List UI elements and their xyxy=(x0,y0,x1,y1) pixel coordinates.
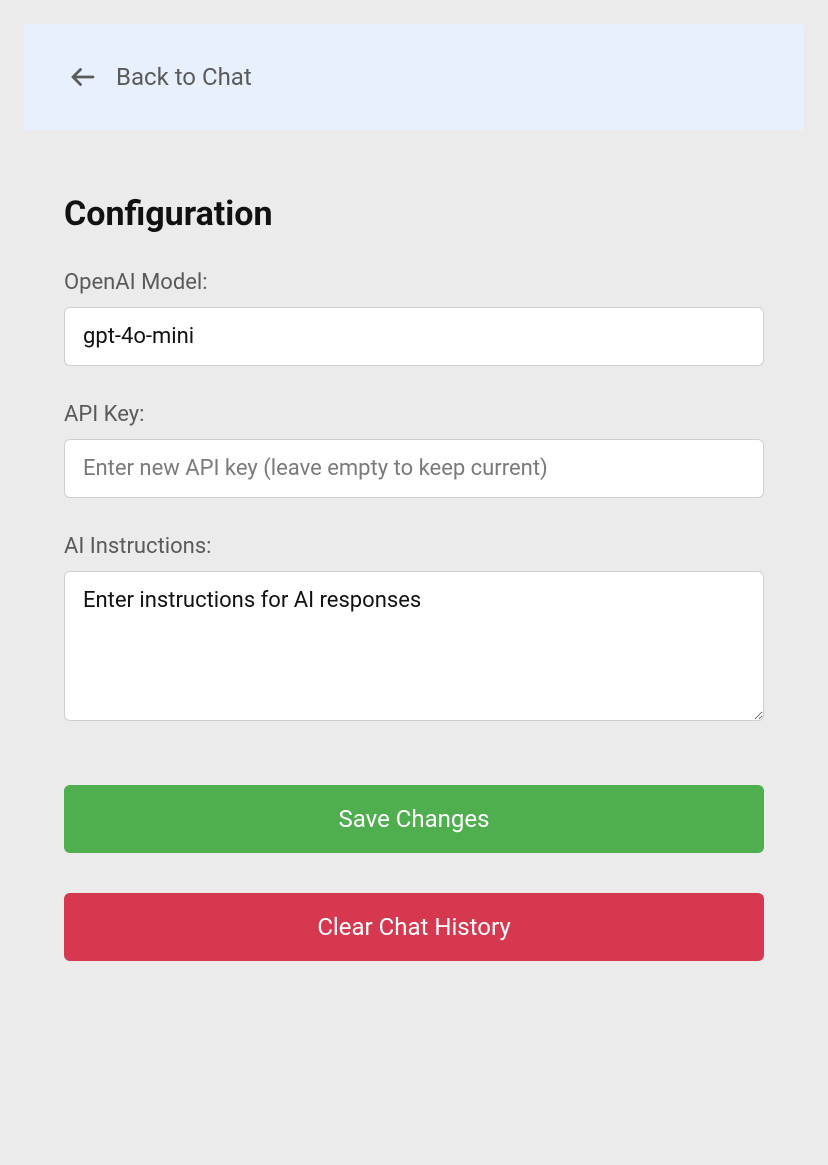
model-field-group: OpenAI Model: xyxy=(64,270,764,366)
api-key-input[interactable] xyxy=(64,439,764,498)
instructions-field-group: AI Instructions: xyxy=(64,534,764,725)
save-button[interactable]: Save Changes xyxy=(64,785,764,853)
model-label: OpenAI Model: xyxy=(64,270,764,295)
api-key-field-group: API Key: xyxy=(64,402,764,498)
instructions-label: AI Instructions: xyxy=(64,534,764,559)
instructions-textarea[interactable] xyxy=(64,571,764,721)
back-to-chat-label: Back to Chat xyxy=(116,63,252,91)
model-input[interactable] xyxy=(64,307,764,366)
page-title: Configuration xyxy=(64,194,764,234)
content-area: Configuration OpenAI Model: API Key: AI … xyxy=(0,130,828,961)
button-stack: Save Changes Clear Chat History xyxy=(64,785,764,961)
api-key-label: API Key: xyxy=(64,402,764,427)
back-arrow-icon xyxy=(68,62,98,92)
header-bar[interactable]: Back to Chat xyxy=(24,24,804,130)
clear-button[interactable]: Clear Chat History xyxy=(64,893,764,961)
